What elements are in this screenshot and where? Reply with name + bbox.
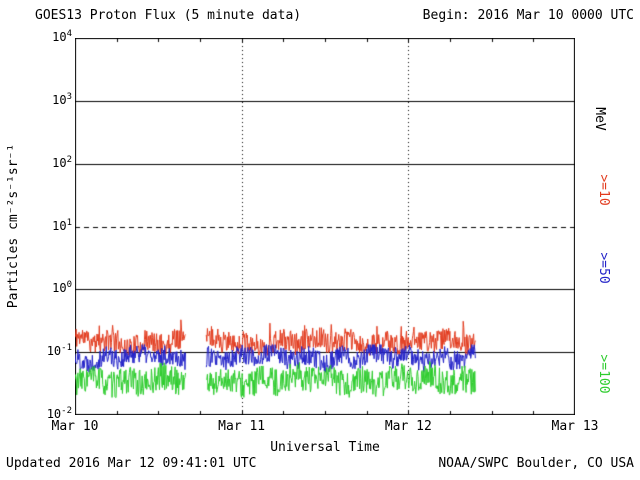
x-axis-tick-label: Mar 12 xyxy=(384,419,432,434)
y-axis-tick-label: 10-2 xyxy=(46,406,72,421)
chart-title: GOES13 Proton Flux (5 minute data) xyxy=(35,8,302,23)
y-axis-tick-label: 103 xyxy=(52,91,72,107)
y-axis-tick-label: 101 xyxy=(52,217,72,233)
y-axis-tick-label: 10-1 xyxy=(46,343,72,359)
data-source-label: NOAA/SWPC Boulder, CO USA xyxy=(438,456,634,471)
updated-timestamp: Updated 2016 Mar 12 09:41:01 UTC xyxy=(6,456,257,471)
y-axis-tick-label: 104 xyxy=(52,29,72,44)
right-axis-units-label: MeV xyxy=(592,107,607,131)
proton-flux-plot xyxy=(75,38,575,415)
series-label-50: >=50 xyxy=(596,252,611,284)
series-label-100: >=100 xyxy=(596,354,611,394)
y-axis-label: Particles cm⁻²s⁻¹sr⁻¹ xyxy=(6,143,21,309)
x-axis-tick-label: Mar 10 xyxy=(51,419,99,434)
y-axis-tick-label: 100 xyxy=(52,280,72,296)
x-axis-label: Universal Time xyxy=(270,440,380,455)
series-label-10: >=10 xyxy=(596,174,611,206)
begin-time-label: Begin: 2016 Mar 10 0000 UTC xyxy=(422,8,634,23)
x-axis-tick-label: Mar 11 xyxy=(218,419,266,434)
y-axis-tick-label: 102 xyxy=(52,154,72,170)
x-axis-tick-label: Mar 13 xyxy=(551,419,599,434)
